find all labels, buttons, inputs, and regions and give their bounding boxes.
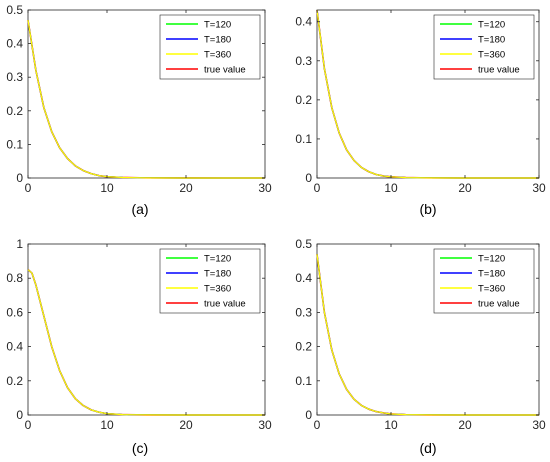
x-tick-label: 30 xyxy=(258,418,272,432)
legend-label: T=120 xyxy=(478,254,505,265)
panel-caption: (b) xyxy=(419,201,436,217)
y-tick-label: 0.4 xyxy=(295,271,312,285)
y-tick-label: 0 xyxy=(305,171,312,185)
x-tick-label: 30 xyxy=(532,181,546,195)
legend: T=120 T=180 T=360 true value xyxy=(433,248,535,314)
series-line-t-360 xyxy=(316,254,539,416)
chart-panel-c: 0 10 20 30 0 0.2 0.4 0.6 0.8 1 T=120 T=180 T=360 true… xyxy=(6,237,272,456)
x-tick-label: 20 xyxy=(179,181,193,195)
x-tick-label: 10 xyxy=(100,418,114,432)
y-tick-label: 0.1 xyxy=(6,137,23,151)
y-tick-label: 1 xyxy=(16,237,23,251)
y-tick-label: 0 xyxy=(305,408,312,422)
y-tick-label: 0 xyxy=(16,171,23,185)
legend-label: T=360 xyxy=(204,50,231,61)
x-tick-label: 0 xyxy=(314,181,321,195)
x-tick-label: 10 xyxy=(384,418,398,432)
x-tick-label: 0 xyxy=(25,181,32,195)
y-tick-label: 0 xyxy=(16,408,23,422)
y-tick-label: 0.6 xyxy=(6,305,23,319)
y-tick-label: 0.3 xyxy=(295,305,312,319)
y-tick-label: 0.3 xyxy=(6,70,23,84)
chart-panel-d: 0 10 20 30 0 0.1 0.2 0.3 0.4 0.5 T=120 T=180 T=360 tr… xyxy=(295,237,546,456)
legend: T=120 T=180 T=360 true value xyxy=(159,248,261,314)
y-tick-label: 0.1 xyxy=(295,374,312,388)
x-tick-label: 20 xyxy=(179,418,193,432)
y-tick-label: 0.2 xyxy=(295,340,312,354)
panel-caption: (d) xyxy=(419,440,436,456)
panel-caption: (a) xyxy=(131,201,148,217)
chart-panel-b: 0 10 20 30 0 0.1 0.2 0.3 0.4 T=120 T=180 T=360 true … xyxy=(295,9,546,217)
x-tick-label: 20 xyxy=(458,181,472,195)
legend-label: T=360 xyxy=(478,50,505,61)
y-tick-label: 0.5 xyxy=(6,3,23,17)
legend-label: true value xyxy=(204,299,246,310)
x-tick-label: 10 xyxy=(384,181,398,195)
legend: T=120 T=180 T=360 true value xyxy=(433,14,535,80)
series-line-t-360 xyxy=(27,19,265,179)
x-tick-label: 10 xyxy=(100,181,114,195)
chart-panel-a: 0 10 20 30 0 0.1 0.2 0.3 0.4 0.5 T=120 T=180 T=360 tr… xyxy=(6,3,272,217)
y-tick-label: 0.4 xyxy=(6,340,23,354)
x-tick-label: 0 xyxy=(314,418,321,432)
y-tick-label: 0.8 xyxy=(6,271,23,285)
y-tick-label: 0.4 xyxy=(6,37,23,51)
legend-label: T=120 xyxy=(204,254,231,265)
legend-label: T=120 xyxy=(478,20,505,31)
legend-label: T=360 xyxy=(204,284,231,295)
legend-label: T=180 xyxy=(478,35,505,46)
y-tick-label: 0.2 xyxy=(295,93,312,107)
x-tick-label: 30 xyxy=(532,418,546,432)
legend-label: T=180 xyxy=(204,35,231,46)
panel-caption: (c) xyxy=(132,440,148,456)
legend-label: T=180 xyxy=(204,269,231,280)
y-tick-label: 0.2 xyxy=(6,104,23,118)
legend-label: true value xyxy=(204,65,246,76)
y-tick-label: 0.1 xyxy=(295,132,312,146)
y-tick-label: 0.4 xyxy=(295,15,312,29)
x-tick-label: 20 xyxy=(458,418,472,432)
x-tick-label: 0 xyxy=(25,418,32,432)
legend: T=120 T=180 T=360 true value xyxy=(159,14,261,80)
y-tick-label: 0.3 xyxy=(295,54,312,68)
x-tick-label: 30 xyxy=(258,181,272,195)
y-tick-label: 0.2 xyxy=(6,374,23,388)
series-line-t-360 xyxy=(27,269,265,416)
legend-label: true value xyxy=(478,65,520,76)
series-line-t-360 xyxy=(316,9,539,179)
y-tick-label: 0.5 xyxy=(295,237,312,251)
legend-label: T=120 xyxy=(204,20,231,31)
legend-label: true value xyxy=(478,299,520,310)
legend-label: T=360 xyxy=(478,284,505,295)
legend-label: T=180 xyxy=(478,269,505,280)
